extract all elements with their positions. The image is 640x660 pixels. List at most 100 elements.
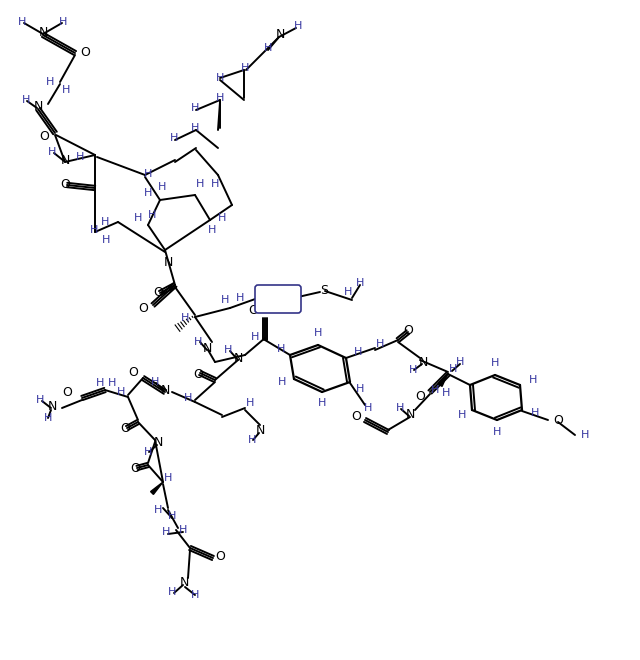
Text: H: H (208, 225, 216, 235)
Text: H: H (581, 430, 589, 440)
Text: O: O (62, 387, 72, 399)
Text: S: S (320, 284, 328, 296)
Text: H: H (409, 365, 417, 375)
Text: H: H (216, 93, 224, 103)
Text: H: H (344, 287, 352, 297)
Text: H: H (449, 364, 457, 374)
Text: O: O (80, 46, 90, 59)
Text: H: H (314, 328, 322, 338)
Text: H: H (191, 123, 199, 133)
Text: N: N (33, 100, 43, 114)
Text: H: H (278, 377, 286, 387)
Text: H: H (431, 385, 439, 395)
Text: N: N (154, 436, 163, 449)
Text: H: H (218, 213, 226, 223)
Text: N: N (179, 576, 189, 589)
Text: H: H (356, 278, 364, 288)
Text: H: H (216, 73, 224, 83)
Text: H: H (456, 357, 464, 367)
Text: O: O (128, 366, 138, 379)
Text: H: H (76, 152, 84, 162)
Text: H: H (277, 344, 285, 354)
Text: H: H (22, 95, 30, 105)
Text: H: H (236, 293, 244, 303)
Text: O: O (138, 302, 148, 315)
Text: H: H (144, 169, 152, 179)
Text: O: O (120, 422, 130, 434)
Text: H: H (101, 217, 109, 227)
Text: N: N (419, 356, 428, 368)
Text: H: H (18, 17, 26, 27)
Text: H: H (162, 527, 170, 537)
Text: H: H (164, 473, 172, 483)
Text: H: H (102, 235, 110, 245)
Text: H: H (356, 384, 364, 394)
Text: H: H (151, 377, 159, 387)
Text: O: O (403, 323, 413, 337)
Text: N: N (38, 26, 48, 40)
Text: H: H (396, 403, 404, 413)
Text: O: O (130, 461, 140, 475)
Text: N: N (160, 383, 170, 397)
Text: H: H (194, 337, 202, 347)
Text: H: H (442, 388, 450, 398)
Text: H: H (191, 590, 199, 600)
Text: H: H (529, 375, 537, 385)
Text: N: N (275, 28, 285, 42)
Text: H: H (251, 332, 259, 342)
Text: O: O (351, 409, 361, 422)
Text: H: H (96, 378, 104, 388)
Text: H: H (181, 313, 189, 323)
Text: H: H (248, 435, 256, 445)
Text: N: N (47, 401, 57, 414)
Text: H: H (221, 295, 229, 305)
Text: H: H (48, 147, 56, 157)
Text: H: H (144, 188, 152, 198)
Text: N: N (60, 154, 70, 166)
Text: H: H (184, 393, 192, 403)
Text: H: H (108, 378, 116, 388)
Text: O: O (153, 286, 163, 300)
Polygon shape (438, 373, 448, 386)
Text: H: H (144, 447, 152, 457)
Text: H: H (241, 63, 249, 73)
Text: H: H (168, 511, 176, 521)
Text: H: H (46, 77, 54, 87)
Text: H: H (246, 398, 254, 408)
Text: Abs: Abs (266, 294, 289, 304)
Text: O: O (60, 178, 70, 191)
Text: H: H (168, 587, 176, 597)
Text: N: N (163, 257, 173, 269)
FancyBboxPatch shape (255, 285, 301, 313)
Text: O: O (39, 131, 49, 143)
Text: H: H (491, 358, 499, 368)
Text: N: N (202, 341, 212, 354)
Text: H: H (134, 213, 142, 223)
Text: H: H (148, 210, 156, 220)
Polygon shape (150, 482, 163, 494)
Text: H: H (211, 179, 219, 189)
Text: H: H (318, 398, 326, 408)
Text: H: H (44, 413, 52, 423)
Text: H: H (264, 43, 272, 53)
Text: O: O (215, 550, 225, 564)
Text: H: H (354, 347, 362, 357)
Text: H: H (458, 410, 466, 420)
Text: O: O (248, 304, 258, 317)
Text: H: H (224, 345, 232, 355)
Text: O: O (415, 391, 425, 403)
Text: H: H (196, 179, 204, 189)
Text: H: H (376, 339, 384, 349)
Text: N: N (405, 409, 415, 422)
Text: H: H (154, 505, 162, 515)
Text: H: H (170, 133, 178, 143)
Text: H: H (59, 17, 67, 27)
Text: O: O (553, 414, 563, 426)
Text: H: H (90, 225, 98, 235)
Text: O: O (193, 368, 203, 381)
Text: N: N (255, 424, 265, 438)
Text: H: H (364, 403, 372, 413)
Text: H: H (36, 395, 44, 405)
Text: H: H (531, 408, 539, 418)
Text: H: H (493, 427, 501, 437)
